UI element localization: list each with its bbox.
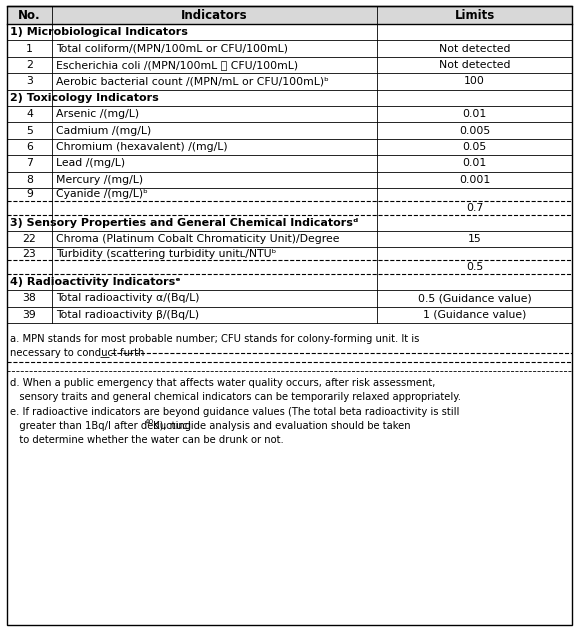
Text: 22: 22 — [23, 234, 36, 244]
Text: 0.01: 0.01 — [463, 109, 487, 119]
Text: 0.7: 0.7 — [466, 203, 483, 213]
Text: 100: 100 — [464, 76, 485, 86]
Bar — [7, 247, 572, 260]
Bar — [7, 155, 572, 172]
Bar — [7, 274, 572, 290]
Text: 23: 23 — [23, 249, 36, 259]
Text: 3) Sensory Properties and General Chemical Indicatorsᵈ: 3) Sensory Properties and General Chemic… — [10, 218, 358, 228]
Text: Cyanide /(mg/L)ᵇ: Cyanide /(mg/L)ᵇ — [56, 189, 148, 199]
Text: No.: No. — [19, 9, 41, 21]
Bar — [7, 201, 572, 215]
Text: 4: 4 — [26, 109, 33, 119]
Bar — [7, 139, 572, 155]
Bar — [7, 290, 572, 307]
Text: greater than 1Bq/l after deducting: greater than 1Bq/l after deducting — [10, 422, 194, 431]
Text: Total coliform/(MPN/100mL or CFU/100mL): Total coliform/(MPN/100mL or CFU/100mL) — [56, 44, 288, 54]
Bar — [7, 57, 572, 73]
Text: 9: 9 — [26, 189, 33, 199]
Text: 5: 5 — [26, 126, 33, 136]
Text: 1 (Guidance value): 1 (Guidance value) — [423, 310, 526, 320]
Text: 0.001: 0.001 — [459, 175, 490, 185]
Text: 3: 3 — [26, 76, 33, 86]
Bar — [7, 260, 572, 274]
Text: 0.005: 0.005 — [459, 126, 490, 136]
Text: 4) Radioactivity Indicatorsᵉ: 4) Radioactivity Indicatorsᵉ — [10, 277, 181, 287]
Text: 0.5: 0.5 — [466, 262, 483, 272]
Text: d. When a public emergency that affects water quality occurs, after risk assessm: d. When a public emergency that affects … — [10, 378, 435, 388]
Text: 0.05: 0.05 — [463, 142, 487, 152]
Text: Turbidity (scattering turbidity unitʟ/NTUᵇ: Turbidity (scattering turbidity unitʟ/NT… — [56, 249, 276, 259]
Text: 15: 15 — [468, 234, 482, 244]
Text: Total radioactivity β/(Bq/L): Total radioactivity β/(Bq/L) — [56, 310, 199, 320]
Text: Escherichia coli /(MPN/100mL 或 CFU/100mL): Escherichia coli /(MPN/100mL 或 CFU/100mL… — [56, 60, 298, 70]
Bar — [7, 24, 572, 40]
Text: 0.5 (Guidance value): 0.5 (Guidance value) — [417, 293, 532, 304]
Text: Total radioactivity α/(Bq/L): Total radioactivity α/(Bq/L) — [56, 293, 199, 304]
Text: Not detected: Not detected — [439, 44, 510, 54]
Text: to determine whether the water can be drunk or not.: to determine whether the water can be dr… — [10, 435, 284, 445]
Text: 8: 8 — [26, 175, 33, 185]
Text: necessary to conduct furth: necessary to conduct furth — [10, 348, 144, 358]
Text: a. MPN stands for most probable number; CFU stands for colony-forming unit. It i: a. MPN stands for most probable number; … — [10, 334, 419, 345]
Text: 0.01: 0.01 — [463, 158, 487, 168]
Text: Indicators: Indicators — [181, 9, 248, 21]
Text: 2: 2 — [26, 60, 33, 70]
Text: Lead /(mg/L): Lead /(mg/L) — [56, 158, 124, 168]
Text: Limits: Limits — [455, 9, 494, 21]
Text: K), nuclide analysis and evaluation should be taken: K), nuclide analysis and evaluation shou… — [153, 422, 411, 431]
Bar — [7, 231, 572, 247]
Text: 40: 40 — [144, 419, 153, 425]
Text: Aerobic bacterial count /(MPN/mL or CFU/100mL)ᵇ: Aerobic bacterial count /(MPN/mL or CFU/… — [56, 76, 328, 86]
Text: 1: 1 — [26, 44, 33, 54]
Text: sensory traits and general chemical indicators can be temporarily relaxed approp: sensory traits and general chemical indi… — [10, 392, 461, 402]
Bar — [7, 106, 572, 122]
Text: —: — — [100, 352, 109, 362]
Text: Chroma (Platinum Cobalt Chromaticity Unit)/Degree: Chroma (Platinum Cobalt Chromaticity Uni… — [56, 234, 339, 244]
Bar — [7, 40, 572, 57]
Bar — [7, 307, 572, 323]
Text: 1) Microbiological Indicators: 1) Microbiological Indicators — [10, 27, 188, 37]
Text: 7: 7 — [26, 158, 33, 168]
Text: Arsenic /(mg/L): Arsenic /(mg/L) — [56, 109, 139, 119]
Text: Not detected: Not detected — [439, 60, 510, 70]
Text: Mercury /(mg/L): Mercury /(mg/L) — [56, 175, 143, 185]
Bar — [7, 188, 572, 201]
Bar — [7, 90, 572, 106]
Text: 38: 38 — [23, 293, 36, 304]
Bar — [7, 172, 572, 188]
Text: e. If radioactive indicators are beyond guidance values (The total beta radioact: e. If radioactive indicators are beyond … — [10, 408, 459, 417]
Bar — [7, 215, 572, 231]
Text: Cadmium /(mg/L): Cadmium /(mg/L) — [56, 126, 151, 136]
Bar — [7, 6, 572, 24]
Text: 39: 39 — [23, 310, 36, 320]
Bar — [7, 73, 572, 90]
Text: Chromium (hexavalent) /(mg/L): Chromium (hexavalent) /(mg/L) — [56, 142, 227, 152]
Bar — [7, 122, 572, 139]
Text: 6: 6 — [26, 142, 33, 152]
Text: 2) Toxicology Indicators: 2) Toxicology Indicators — [10, 93, 159, 103]
